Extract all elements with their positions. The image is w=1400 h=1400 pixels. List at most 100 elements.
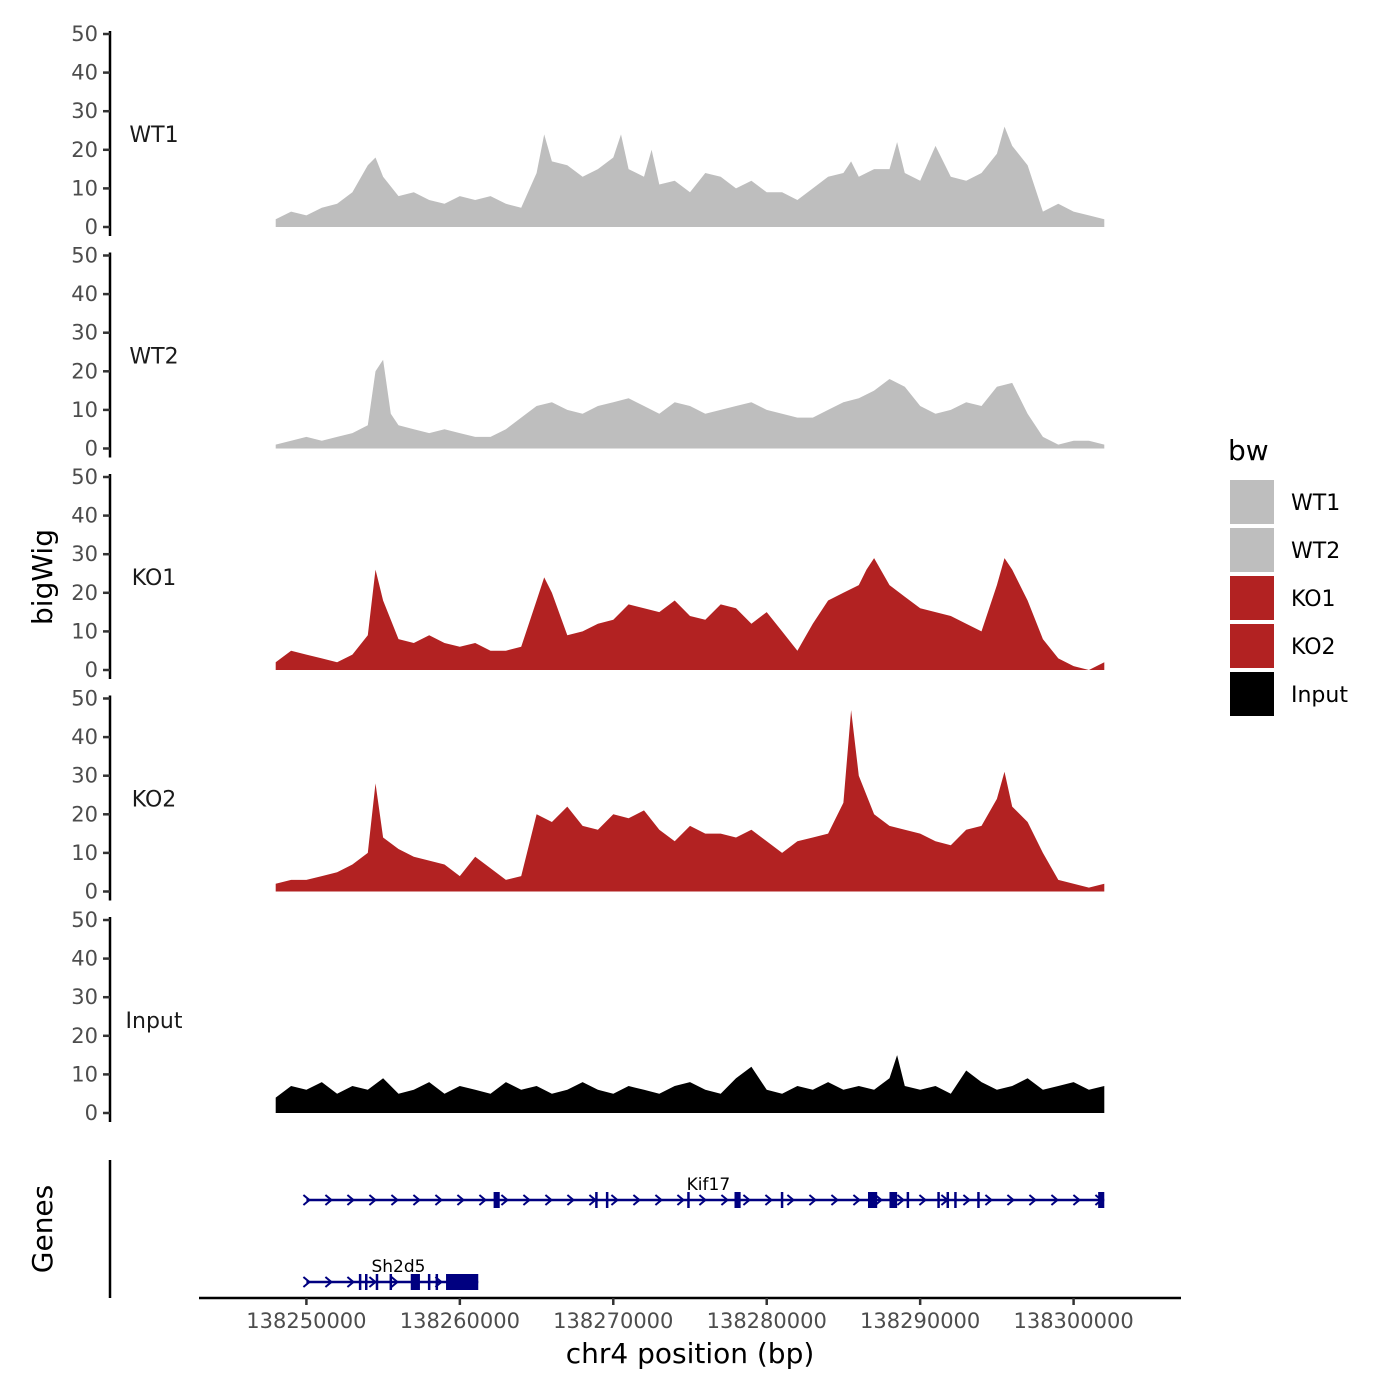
y-tick-label: 10 <box>71 619 98 643</box>
y-tick-label: 40 <box>71 947 98 971</box>
y-tick-label: 20 <box>71 138 98 162</box>
strand-arrow <box>852 1194 861 1206</box>
gene-track: Kif17 Sh2d5 <box>108 1160 1105 1298</box>
legend-item-input: Input <box>1230 672 1348 716</box>
y-tick-label: 50 <box>71 244 98 268</box>
track-label-ko2: KO2 <box>132 788 177 813</box>
y-tick-label: 20 <box>71 1024 98 1048</box>
strand-arrow <box>742 1194 751 1206</box>
y-tick-label: 20 <box>71 359 98 383</box>
exon-block <box>410 1274 420 1290</box>
y-tick-label: 30 <box>71 985 98 1009</box>
legend-label: WT1 <box>1291 491 1340 516</box>
strand-arrow <box>456 1194 465 1206</box>
track-label-ko1: KO1 <box>132 566 177 591</box>
track-label-input: Input <box>126 1009 183 1034</box>
strand-arrow <box>500 1194 509 1206</box>
track-label-wt1: WT1 <box>129 123 178 148</box>
strand-arrow <box>676 1194 685 1206</box>
y-tick-label: 30 <box>71 99 98 123</box>
strand-arrow <box>302 1276 311 1288</box>
legend-title: bw <box>1228 434 1269 467</box>
y-tick-label: 20 <box>71 802 98 826</box>
legend-item-ko1: KO1 <box>1230 576 1336 620</box>
y-tick-label: 50 <box>71 22 98 46</box>
y-axis-title: bigWig <box>26 529 59 625</box>
exon-block <box>734 1192 741 1208</box>
strand-arrow <box>808 1194 817 1206</box>
y-tick-label: 50 <box>71 908 98 932</box>
strand-arrow <box>610 1194 619 1206</box>
strand-arrow <box>368 1194 377 1206</box>
x-tick-label: 138260000 <box>400 1309 520 1333</box>
exon-block <box>446 1274 479 1290</box>
track-ko1: 0 10 20 30 40 50 KO1 <box>71 465 1105 682</box>
x-axis-title: chr4 position (bp) <box>566 1337 815 1370</box>
strand-arrow <box>346 1194 355 1206</box>
strand-arrow <box>1050 1194 1059 1206</box>
genes-axis-title: Genes <box>26 1185 59 1273</box>
x-tick-label: 138270000 <box>553 1309 673 1333</box>
strand-arrow <box>390 1194 399 1206</box>
legend-swatch <box>1230 576 1274 620</box>
y-tick-label: 40 <box>71 504 98 528</box>
y-tick-label: 0 <box>85 1101 98 1125</box>
strand-arrow <box>434 1194 443 1206</box>
strand-arrow <box>368 1276 377 1288</box>
strand-arrow <box>1072 1194 1081 1206</box>
legend-swatch <box>1230 672 1274 716</box>
legend-swatch <box>1230 480 1274 524</box>
y-tick-label: 0 <box>85 658 98 682</box>
strand-arrow <box>1006 1194 1015 1206</box>
legend-label: KO2 <box>1291 635 1336 660</box>
y-tick-label: 10 <box>71 1062 98 1086</box>
x-tick-label: 138290000 <box>860 1309 980 1333</box>
y-tick-label: 20 <box>71 581 98 605</box>
strand-arrow <box>896 1194 905 1206</box>
x-tick-label: 138300000 <box>1013 1309 1133 1333</box>
legend-label: Input <box>1291 683 1348 708</box>
y-tick-label: 30 <box>71 321 98 345</box>
y-tick-label: 40 <box>71 282 98 306</box>
track-wt1: 0 10 20 30 40 50 WT1 <box>71 22 1105 239</box>
exon-block <box>1098 1192 1105 1208</box>
signal-area-input <box>275 1055 1105 1113</box>
strand-arrow <box>632 1194 641 1206</box>
y-tick-label: 10 <box>71 398 98 422</box>
y-tick-label: 0 <box>85 215 98 239</box>
legend-item-wt2: WT2 <box>1230 528 1340 572</box>
track-input: 0 10 20 30 40 50 Input <box>71 908 1105 1125</box>
strand-arrow <box>302 1194 311 1206</box>
y-tick-label: 50 <box>71 687 98 711</box>
strand-arrow <box>566 1194 575 1206</box>
y-tick-label: 10 <box>71 841 98 865</box>
y-tick-label: 0 <box>85 880 98 904</box>
legend: WT1 WT2 KO1 KO2 Input <box>1230 480 1348 716</box>
gene-sh2d5: Sh2d5 <box>302 1257 479 1290</box>
legend-swatch <box>1230 624 1274 668</box>
signal-area-ko1 <box>275 558 1105 670</box>
x-tick-label: 138250000 <box>246 1309 366 1333</box>
y-tick-label: 30 <box>71 542 98 566</box>
strand-arrow <box>1028 1194 1037 1206</box>
y-tick-label: 40 <box>71 725 98 749</box>
y-tick-label: 40 <box>71 61 98 85</box>
y-tick-label: 10 <box>71 176 98 200</box>
strand-arrow <box>324 1194 333 1206</box>
strand-arrow <box>984 1194 993 1206</box>
gene-label-kif17: Kif17 <box>687 1175 731 1195</box>
legend-label: KO1 <box>1291 587 1336 612</box>
legend-swatch <box>1230 528 1274 572</box>
strand-arrow <box>962 1194 971 1206</box>
signal-area-wt2 <box>275 359 1105 449</box>
strand-arrow <box>654 1194 663 1206</box>
gene-kif17: Kif17 <box>302 1175 1105 1208</box>
signal-area-wt1 <box>275 126 1105 227</box>
x-tick-label: 138280000 <box>707 1309 827 1333</box>
strand-arrow <box>390 1276 399 1288</box>
signal-tracks: 0 10 20 30 40 50 WT1 0 10 20 30 40 50 WT2 0 10 20 30 40 50 K… <box>71 22 1105 1125</box>
x-axis: 138250000 138260000 138270000 138280000 1382… <box>199 1296 1181 1333</box>
legend-label: WT2 <box>1291 539 1340 564</box>
y-tick-label: 50 <box>71 465 98 489</box>
